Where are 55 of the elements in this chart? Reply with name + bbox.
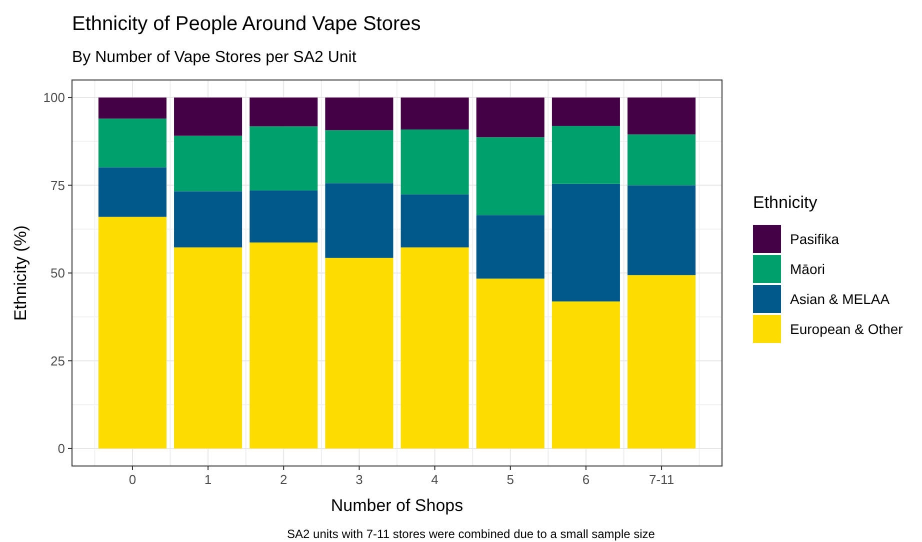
x-axis-title: Number of Shops: [330, 496, 464, 515]
bar: [400, 98, 469, 130]
bar: [476, 137, 544, 216]
bar: [174, 247, 242, 448]
bar: [552, 301, 620, 448]
bar: [476, 215, 544, 279]
bar: [325, 258, 394, 448]
x-tick-label: 5: [506, 472, 514, 487]
bar: [174, 136, 242, 192]
bar: [628, 185, 696, 276]
legend-title: Ethnicity: [753, 193, 818, 212]
bar: [476, 98, 544, 138]
bar: [325, 130, 394, 184]
bar: [174, 98, 242, 136]
chart-subtitle: By Number of Vape Stores per SA2 Unit: [72, 49, 357, 66]
chart-title: Ethnicity of People Around Vape Stores: [72, 13, 421, 35]
bar: [476, 278, 544, 448]
y-tick-label: 100: [43, 90, 65, 106]
bar: [325, 98, 394, 130]
bar: [250, 190, 318, 242]
bar: [98, 216, 166, 448]
bar: [98, 98, 166, 119]
bar: [400, 129, 469, 194]
x-tick-label: 6: [582, 472, 590, 487]
bar: [628, 98, 696, 134]
bar: [250, 126, 318, 191]
bar: [400, 247, 469, 448]
bar: [325, 183, 394, 258]
bar: [98, 118, 166, 168]
y-tick-label: 50: [50, 266, 65, 281]
x-tick-label: 1: [204, 472, 212, 487]
bar: [552, 126, 620, 184]
x-tick-label: 3: [356, 472, 363, 487]
bar: [628, 275, 696, 448]
legend-label: Māori: [790, 260, 826, 277]
x-tick-label: 4: [431, 472, 438, 487]
bar: [400, 194, 469, 248]
x-tick-label: 7-11: [649, 472, 674, 487]
y-tick-label: 0: [58, 441, 65, 456]
bar: [552, 184, 620, 302]
bar: [250, 242, 318, 448]
legend-label: Asian & MELAA: [790, 290, 890, 307]
bar: [98, 167, 166, 217]
bar: [174, 191, 242, 248]
x-tick-label: 0: [128, 472, 136, 487]
bar: [552, 98, 620, 126]
bar: [628, 134, 696, 186]
bar: [250, 98, 318, 126]
y-tick-label: 75: [50, 178, 65, 193]
x-tick-label: 2: [280, 472, 288, 487]
y-axis-title: Ethnicity (%): [11, 225, 30, 321]
legend-label: European & Other: [790, 320, 904, 337]
legend-label: Pasifika: [790, 230, 840, 247]
y-tick-label: 25: [50, 353, 65, 368]
text: SA2 units with 7-11 stores were combined due to a small sample size: [287, 527, 656, 541]
